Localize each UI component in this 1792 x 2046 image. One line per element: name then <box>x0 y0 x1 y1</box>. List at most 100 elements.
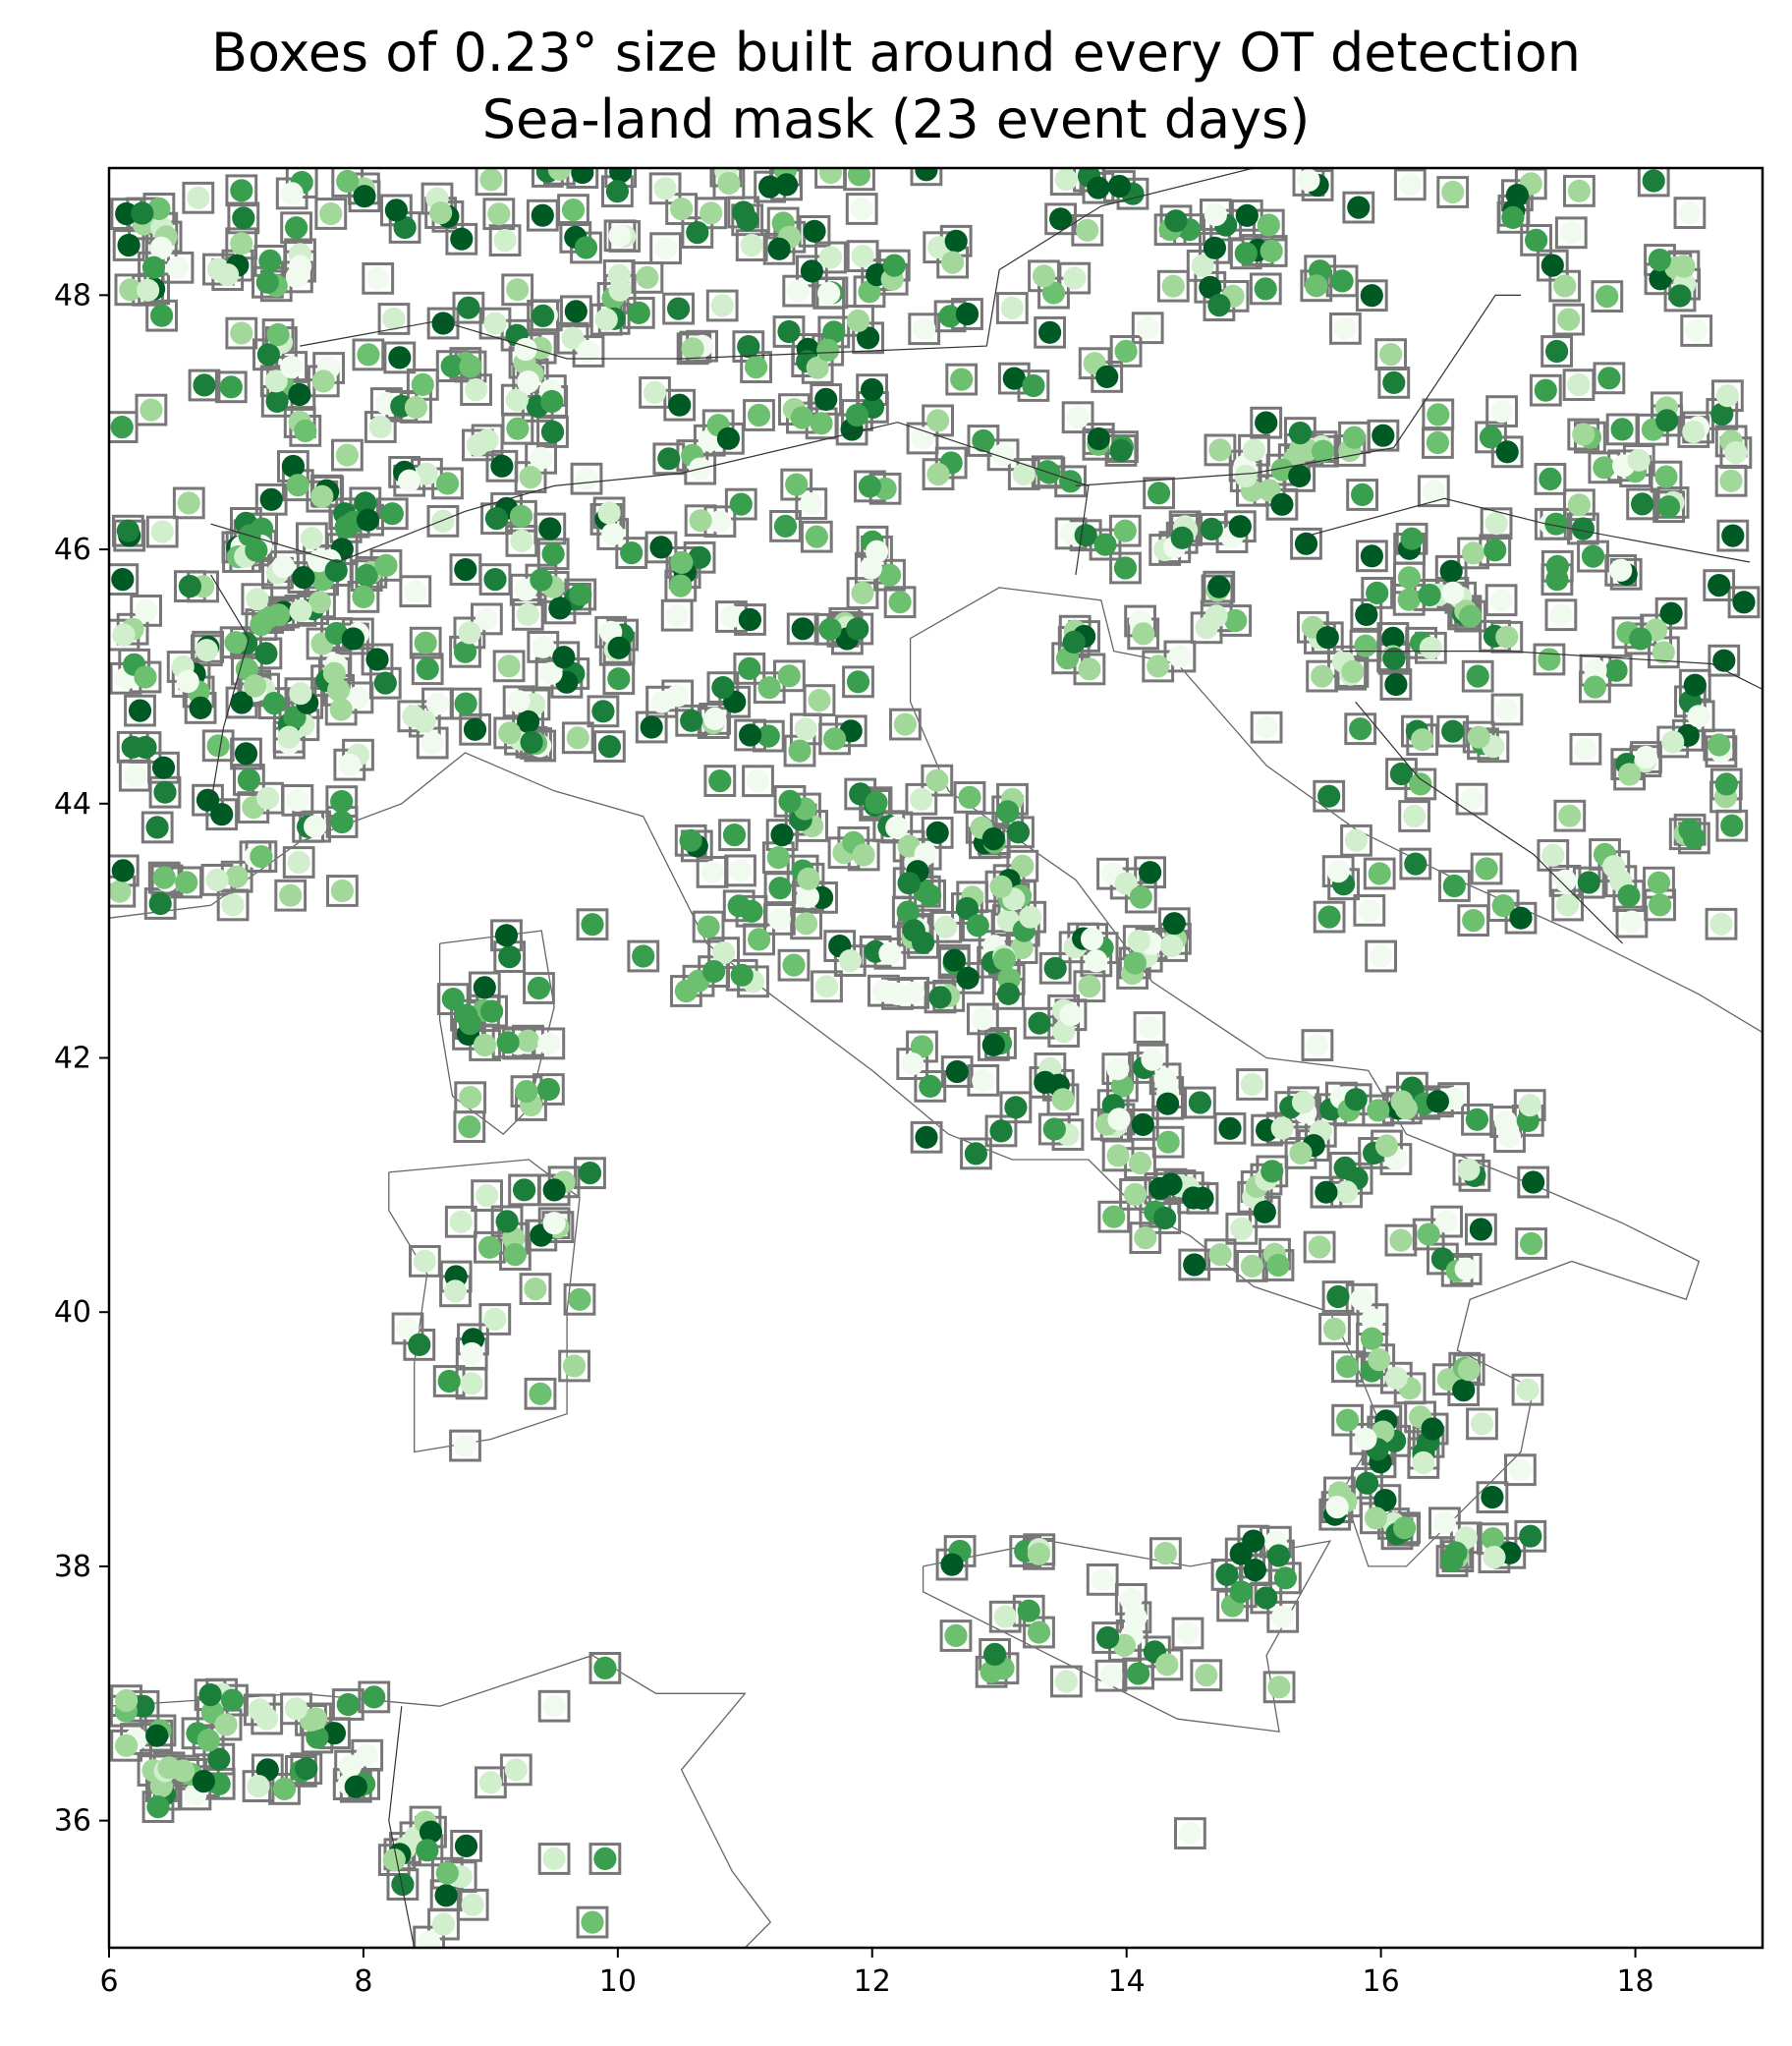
detection-point <box>1312 439 1335 463</box>
detection-point <box>429 201 453 225</box>
detection-point <box>803 219 826 243</box>
detection-point <box>964 1142 988 1165</box>
detection-point <box>234 742 258 766</box>
detection-box <box>508 1173 541 1207</box>
detection-point <box>1389 1228 1413 1252</box>
detection-box <box>1544 598 1578 632</box>
detection-point <box>272 1777 297 1800</box>
detection-box <box>1727 586 1761 619</box>
detection-point <box>537 1032 561 1055</box>
detection-box <box>1050 1665 1083 1698</box>
detection-point <box>608 224 632 248</box>
detection-point <box>746 769 770 793</box>
detection-point <box>503 1243 528 1267</box>
detection-point <box>1567 179 1591 202</box>
detection-box <box>124 694 156 727</box>
detection-point <box>1051 1088 1075 1111</box>
detection-point <box>289 682 312 706</box>
detection-box <box>1569 732 1602 766</box>
detection-point <box>1382 647 1406 670</box>
detection-box <box>524 1377 557 1410</box>
country-border <box>1342 651 1763 690</box>
detection-point <box>919 883 942 907</box>
detection-point <box>689 509 712 533</box>
detection-point <box>505 388 529 412</box>
detection-point <box>1266 1253 1290 1278</box>
detection-point <box>561 199 586 222</box>
detection-point <box>737 335 760 359</box>
detection-point <box>441 988 465 1011</box>
x-tick-label: 6 <box>99 1964 118 1999</box>
detection-point <box>758 175 782 199</box>
detection-point <box>1479 426 1503 449</box>
detection-point <box>431 509 455 534</box>
detection-point <box>336 1692 360 1717</box>
detection-box <box>1163 640 1197 673</box>
detection-point <box>1647 871 1671 894</box>
detection-point <box>189 696 212 720</box>
detection-point <box>1042 1117 1066 1141</box>
detection-point <box>1322 1317 1346 1340</box>
detection-point <box>1330 269 1354 293</box>
detection-box <box>1504 1453 1537 1487</box>
detection-point <box>509 504 533 528</box>
detection-point <box>1218 1116 1242 1140</box>
detection-point <box>280 182 304 205</box>
detection-point <box>117 233 140 257</box>
detection-point <box>851 245 874 268</box>
detection-point <box>195 639 218 662</box>
detection-point <box>149 236 173 259</box>
detection-point <box>373 671 397 695</box>
detection-point <box>513 1178 536 1202</box>
detection-point <box>497 654 521 678</box>
detection-point <box>1465 1108 1488 1131</box>
detection-box <box>1476 1481 1509 1513</box>
detection-point <box>384 199 408 222</box>
detection-point <box>1311 664 1334 688</box>
detection-point <box>581 1910 604 1934</box>
detection-box <box>1342 191 1375 224</box>
detection-box <box>1593 362 1626 395</box>
detection-point <box>437 1369 461 1393</box>
detection-point <box>338 753 362 776</box>
detection-point <box>286 474 309 497</box>
detection-box <box>1461 1103 1493 1136</box>
detection-point <box>498 945 522 969</box>
detection-point <box>593 1847 617 1870</box>
detection-point <box>1267 1676 1291 1699</box>
detection-point <box>254 642 278 665</box>
detection-point <box>1384 1366 1408 1390</box>
detection-box <box>1058 261 1092 295</box>
detection-box <box>537 1843 571 1875</box>
detection-box <box>576 1905 609 1939</box>
detection-point <box>1484 539 1507 562</box>
detection-point <box>1411 728 1434 752</box>
country-border <box>388 1706 416 1948</box>
detection-box <box>1404 1400 1436 1434</box>
detection-point <box>443 1279 467 1303</box>
detection-box <box>1129 1222 1162 1254</box>
detection-box <box>558 1349 591 1383</box>
detection-point <box>411 372 434 396</box>
detection-point <box>992 947 1016 971</box>
detection-point <box>177 491 200 515</box>
detection-point <box>601 522 625 546</box>
detection-box <box>361 643 394 676</box>
detection-point <box>896 900 920 924</box>
detection-point <box>1326 860 1350 883</box>
detection-point <box>915 1125 938 1149</box>
detection-point <box>950 368 974 391</box>
detection-point <box>818 617 842 641</box>
detection-point <box>1207 575 1231 598</box>
detection-box <box>1465 1213 1497 1246</box>
detection-box <box>706 671 740 705</box>
detection-point <box>1541 843 1565 868</box>
detection-point <box>1682 420 1706 444</box>
detection-point <box>1266 1544 1291 1567</box>
detection-point <box>1354 634 1377 657</box>
detection-point <box>1106 1144 1130 1167</box>
detection-point <box>972 1068 995 1092</box>
detection-point <box>495 1210 519 1233</box>
detection-point <box>846 670 870 694</box>
detection-box <box>280 211 313 245</box>
